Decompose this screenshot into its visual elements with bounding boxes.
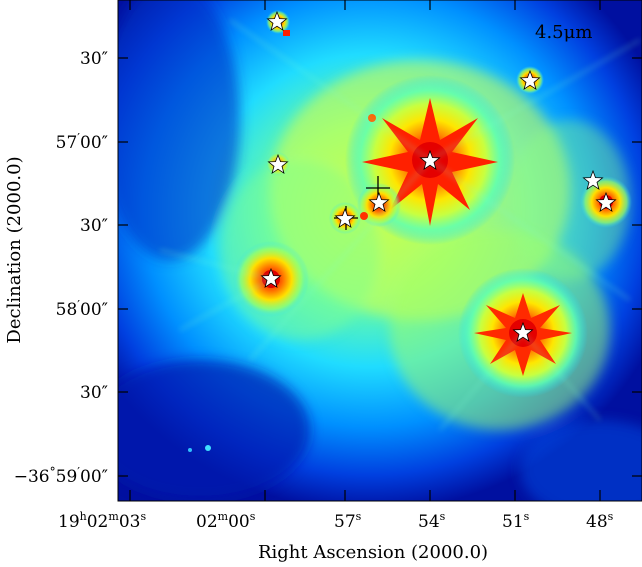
star-marker: [419, 149, 441, 171]
x-tick-label: 02m00s: [196, 510, 256, 532]
y-tick-label: 30″: [80, 49, 108, 69]
star-marker: [267, 153, 289, 175]
image-panel: [118, 0, 642, 501]
star-marker: [368, 191, 390, 213]
band-label: 4.5μm: [535, 22, 592, 43]
y-axis-title: Declination (2000.0): [4, 156, 25, 343]
diffraction-spikes: [159, 19, 641, 431]
y-tick-label: 30″: [80, 383, 108, 403]
x-tick-label: 48s: [586, 510, 614, 532]
x-tick-labels: 19h02m03s 02m00s 57s 54s 51s 48s: [58, 510, 614, 532]
star-marker: [334, 207, 356, 229]
y-tick-label: −36°59′00″: [14, 465, 108, 487]
axis-ticks: [118, 0, 642, 501]
x-tick-label: 51s: [502, 510, 530, 532]
y-tick-label: 58′00″: [56, 298, 108, 320]
x-axis-title: Right Ascension (2000.0): [258, 542, 488, 563]
star-marker: [582, 169, 604, 191]
star-marker: [260, 267, 282, 289]
star-marker: [512, 321, 534, 343]
x-tick-label: 54s: [418, 510, 446, 532]
y-tick-label: 57′00″: [56, 131, 108, 153]
x-tick-label: 57s: [334, 510, 362, 532]
y-tick-label: 30″: [80, 216, 108, 236]
image-frame: [117, 0, 642, 502]
y-tick-labels: 30″ 57′00″ 30″ 58′00″ 30″ −36°59′00″: [14, 49, 108, 487]
x-tick-label: 19h02m03s: [58, 510, 146, 532]
star-marker: [595, 191, 617, 213]
star-marker: [519, 69, 541, 91]
star-markers: [260, 10, 617, 343]
star-marker: [266, 10, 288, 32]
